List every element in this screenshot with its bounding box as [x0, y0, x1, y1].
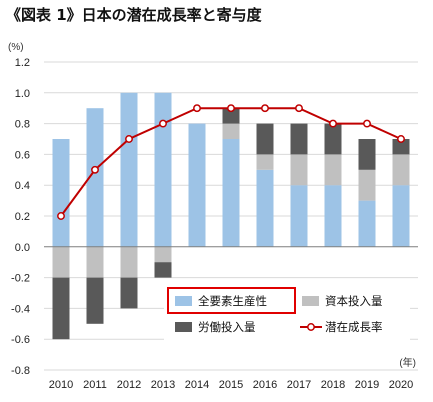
growth-point: [363, 119, 371, 128]
growth-point: [91, 165, 99, 174]
y-tick-label: 0.0: [15, 242, 30, 254]
bar-segment: [324, 185, 342, 247]
x-tick-label: 2010: [49, 379, 73, 391]
legend-highlight-box: [167, 287, 296, 314]
legend-label: 労働投入量: [198, 320, 256, 334]
y-tick-label: 1.2: [15, 57, 30, 69]
bar-segment: [86, 246, 104, 278]
bar-segment: [120, 277, 138, 309]
x-tick-label: 2013: [151, 379, 175, 391]
growth-point: [397, 135, 405, 143]
y-tick-label: -0.6: [11, 334, 30, 346]
y-tick-label: -0.4: [11, 303, 30, 315]
y-axis-unit: (%): [8, 42, 24, 53]
growth-point: [329, 119, 337, 128]
y-tick-label: 0.2: [15, 211, 30, 223]
bar-segment: [154, 92, 172, 247]
x-tick-label: 2016: [253, 379, 277, 391]
bar-segment: [256, 169, 274, 247]
y-tick-labels: 1.2 1.0 0.8 0.6 0.4 0.2 0.0 -0.2 -0.4 -0.6 -0.8: [11, 57, 30, 377]
bar-segment: [222, 108, 240, 124]
bar-segment: [392, 139, 410, 155]
bar-segment: [256, 123, 274, 155]
bar-segment: [154, 262, 172, 278]
growth-line: [57, 104, 405, 220]
bar-segment: [86, 108, 104, 247]
growth-point: [261, 104, 269, 113]
y-tick-label: -0.2: [11, 273, 30, 285]
growth-point: [159, 119, 167, 128]
bars: [52, 92, 410, 340]
bar-segment: [358, 169, 376, 201]
x-tick-labels: 2010 2011 2012 2013 2014 2015 2016 2017 2018 2019…: [49, 379, 413, 391]
legend-label: 潜在成長率: [325, 320, 383, 334]
growth-point: [193, 104, 201, 113]
legend-label: 資本投入量: [325, 294, 383, 308]
bar-segment: [52, 246, 70, 278]
x-tick-label: 2011: [83, 379, 107, 391]
x-axis-unit: (年): [399, 356, 416, 369]
x-tick-label: 2018: [321, 379, 345, 391]
bar-segment: [324, 154, 342, 186]
bar-segment: [222, 139, 240, 247]
bar-segment: [392, 154, 410, 186]
bar-segment: [290, 185, 308, 247]
legend-swatch: [175, 322, 192, 332]
growth-point: [125, 135, 133, 143]
bar-segment: [358, 200, 376, 247]
y-tick-label: 0.6: [15, 149, 30, 161]
x-tick-label: 2014: [185, 379, 209, 391]
bar-segment: [358, 139, 376, 170]
legend-swatch: [175, 296, 192, 306]
growth-point: [57, 212, 65, 220]
x-tick-label: 2020: [389, 379, 413, 391]
y-tick-label: -0.8: [11, 365, 30, 377]
bar-segment: [154, 246, 172, 263]
x-tick-label: 2015: [219, 379, 243, 391]
chart-title: 《図表 1》日本の潜在成長率と寄与度: [6, 6, 262, 24]
bar-segment: [120, 246, 138, 278]
x-tick-label: 2012: [117, 379, 141, 391]
growth-point: [227, 104, 235, 113]
legend-swatch: [302, 296, 319, 306]
x-tick-label: 2019: [355, 379, 379, 391]
bar-segment: [290, 154, 308, 186]
bar-segment: [52, 139, 70, 247]
bar-segment: [256, 154, 274, 170]
x-tick-label: 2017: [287, 379, 311, 391]
bar-segment: [52, 277, 70, 340]
y-tick-label: 0.8: [15, 119, 30, 131]
bar-segment: [392, 185, 410, 247]
bar-segment: [188, 123, 206, 247]
growth-point: [295, 104, 303, 113]
bar-segment: [86, 277, 104, 324]
bar-segment: [324, 123, 342, 155]
bar-segment: [222, 123, 240, 139]
legend-line-marker: [307, 323, 315, 331]
bar-segment: [120, 92, 138, 247]
y-tick-label: 0.4: [15, 180, 30, 192]
legend-label: 全要素生産性: [198, 294, 267, 308]
bar-segment: [290, 123, 308, 155]
y-tick-label: 1.0: [15, 88, 30, 100]
